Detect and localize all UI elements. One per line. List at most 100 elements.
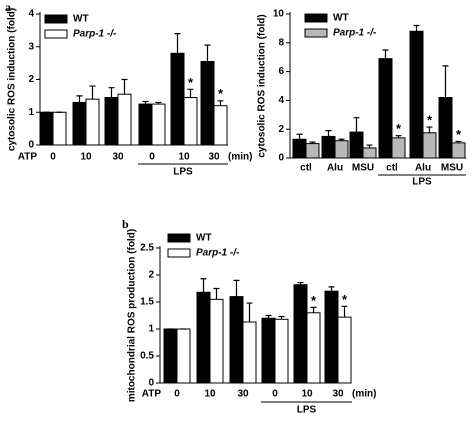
legend-label: Parp-1 -/- [73,29,117,40]
bar [85,98,100,146]
error-bar [395,135,402,138]
y-tick-label: 4 [278,95,284,106]
error-bar [200,278,207,293]
group-label: LPS [173,167,193,178]
x-tick-label: 30 [237,389,249,400]
panel-label: a [5,0,11,14]
bar [72,101,87,146]
significance-mark: * [218,86,224,101]
legend-label: Parp-1 -/- [196,248,240,259]
bar [200,60,215,146]
significance-mark: * [188,75,194,90]
error-bar [278,315,285,320]
error-bar [325,130,332,137]
bar [321,135,336,159]
legend-swatch [167,248,191,258]
bar [229,296,244,384]
bar [378,58,393,159]
error-bar [309,141,316,144]
legend-swatch [44,29,68,39]
x-suffix: (min) [352,389,376,400]
x-tick-label: 0 [50,152,56,163]
bar [213,105,228,146]
y-tick-label: 2 [278,124,284,135]
error-bar [455,140,462,143]
bar [209,298,224,384]
bar [176,328,191,384]
error-bar [233,279,240,297]
error-bar [442,65,449,98]
significance-mark: * [396,121,402,136]
panel-label: b [122,217,129,231]
legend-swatch [304,13,328,23]
error-bar [297,281,304,285]
error-bar [426,126,433,133]
bar [422,132,437,159]
x-tick-label: 10 [80,152,92,163]
bar [293,284,308,384]
bar [324,290,339,384]
x-tick-label: 10 [301,389,313,400]
y-tick-label: 1 [148,324,154,335]
y-tick-label: 0.5 [140,351,154,362]
error-bar [366,144,373,148]
bar [196,291,211,384]
error-bar [108,87,115,98]
x-tick-label: 0 [272,389,278,400]
error-bar [310,306,317,313]
error-bar [217,100,224,106]
legend-label: WT [73,14,89,25]
x-tick-label: 30 [112,152,124,163]
error-bar [382,49,389,59]
y-tick-label: 0 [28,140,34,151]
y-tick-label: 0 [148,378,154,389]
error-bar [213,287,220,300]
bar [292,138,307,159]
group-label: LPS [412,177,432,188]
x-tick-label: 10 [178,152,190,163]
error-bar [76,95,83,103]
error-bar [413,24,420,32]
error-bar [265,314,272,319]
y-tick-label: 10 [273,9,285,20]
legend-label: Parp-1 -/- [333,28,377,39]
error-bar [187,88,194,98]
error-bar [121,78,128,95]
error-bar [142,100,149,105]
bar [163,328,178,384]
error-bar [89,85,96,100]
bar [337,316,352,384]
x-suffix: (min) [228,152,252,163]
significance-mark: * [456,127,462,142]
bar [183,97,198,146]
legend-swatch [304,28,328,38]
bar [117,93,132,146]
bar [334,140,349,159]
y-tick-label: 2 [28,74,34,85]
x-tick-label: 30 [332,389,344,400]
y-axis-title: cytosolic ROS induction (fold) [257,14,268,157]
bar [151,103,166,146]
bar [261,317,276,384]
significance-mark: * [342,292,348,307]
bar [39,111,54,146]
y-tick-label: 2.5 [140,243,154,254]
bar [104,97,119,146]
x-tick-label: 30 [208,152,220,163]
significance-mark: * [311,293,317,308]
bar [306,312,321,384]
bar [52,111,67,146]
x-tick-label: 0 [174,389,180,400]
bar [305,143,320,159]
x-prefix: ATP [142,389,162,400]
bar [438,97,453,159]
x-tick-label: 10 [204,389,216,400]
error-bar [155,101,162,105]
bar [391,137,406,159]
y-tick-label: 0 [278,153,284,164]
legend-swatch [167,233,191,243]
bar [362,147,377,159]
y-tick-label: 8 [278,37,284,48]
error-bar [353,117,360,133]
